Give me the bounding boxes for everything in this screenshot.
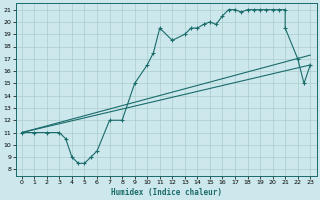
X-axis label: Humidex (Indice chaleur): Humidex (Indice chaleur): [110, 188, 221, 197]
